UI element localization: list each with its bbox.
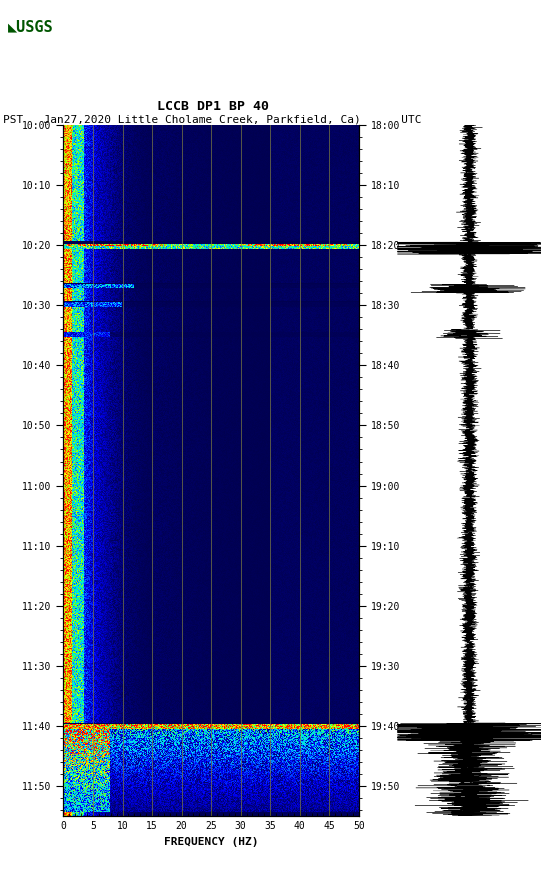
- X-axis label: FREQUENCY (HZ): FREQUENCY (HZ): [164, 837, 258, 847]
- Text: PST   Jan27,2020 Little Cholame Creek, Parkfield, Ca)      UTC: PST Jan27,2020 Little Cholame Creek, Par…: [3, 115, 422, 125]
- Text: LCCB DP1 BP 40: LCCB DP1 BP 40: [157, 100, 268, 113]
- Text: ◣USGS: ◣USGS: [8, 20, 54, 35]
